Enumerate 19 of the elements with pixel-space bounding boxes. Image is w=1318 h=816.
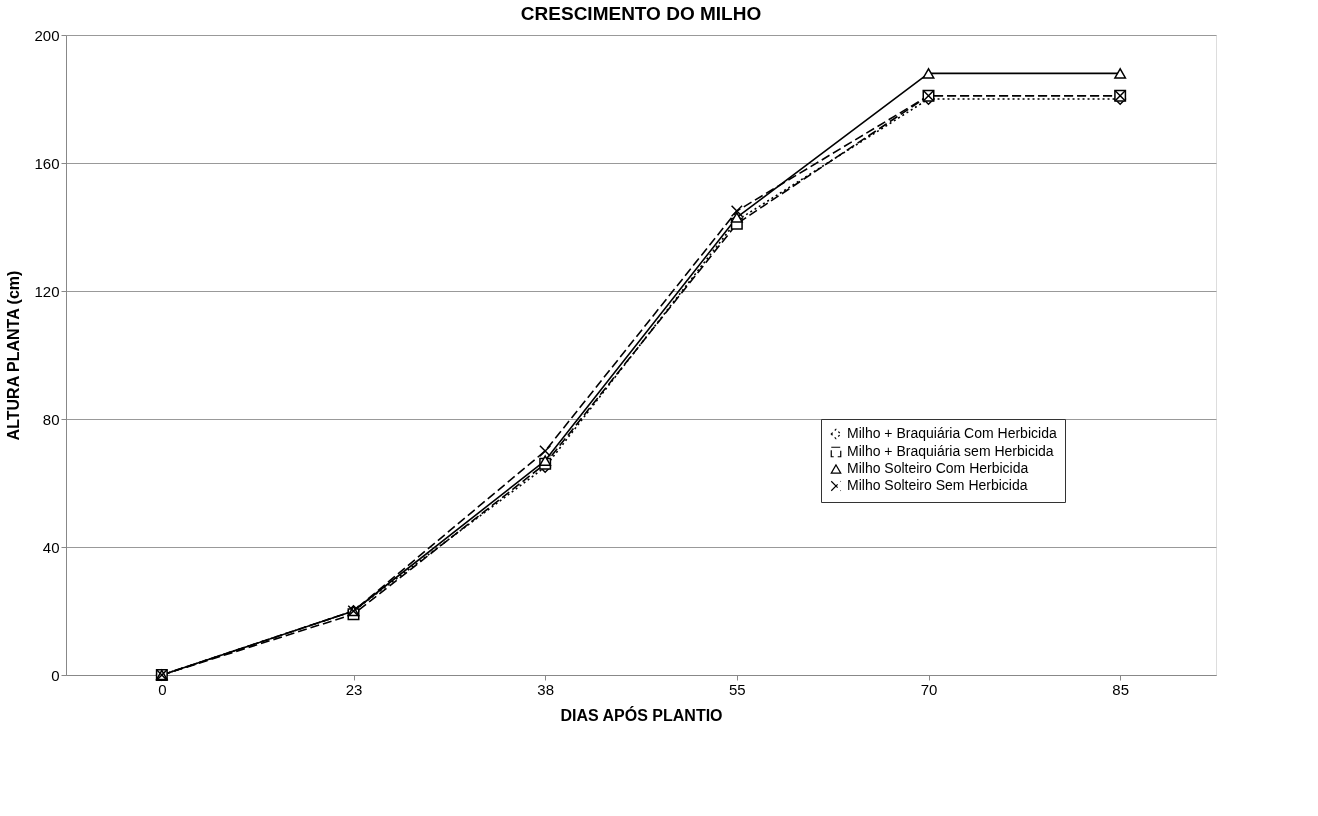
legend-label: Milho + Braquiária Com Herbicida — [847, 425, 1057, 441]
x-tick-label: 23 — [345, 680, 363, 698]
x-tick-label: 38 — [537, 680, 555, 698]
y-tick-label: 120 — [34, 282, 60, 300]
y-tick-label: 40 — [42, 538, 60, 556]
legend-label: Milho Solteiro Com Herbicida — [847, 460, 1029, 476]
y-axis-title: ALTURA PLANTA (cm) — [5, 270, 23, 441]
legend-label: Milho Solteiro Sem Herbicida — [847, 477, 1028, 493]
x-tick-label: 0 — [158, 680, 167, 698]
legend-label: Milho + Braquiária sem Herbicida — [847, 443, 1054, 459]
x-tick-label: 85 — [1112, 680, 1130, 698]
y-tick-label: 0 — [51, 666, 60, 684]
y-tick-label: 160 — [34, 154, 60, 172]
y-tick-label: 200 — [34, 26, 60, 44]
x-tick-label: 70 — [920, 680, 938, 698]
chart-title: CRESCIMENTO DO MILHO — [520, 3, 762, 24]
x-axis-title: DIAS APÓS PLANTIO — [560, 705, 723, 724]
x-tick-label: 55 — [728, 680, 746, 698]
y-tick-label: 80 — [42, 410, 60, 428]
